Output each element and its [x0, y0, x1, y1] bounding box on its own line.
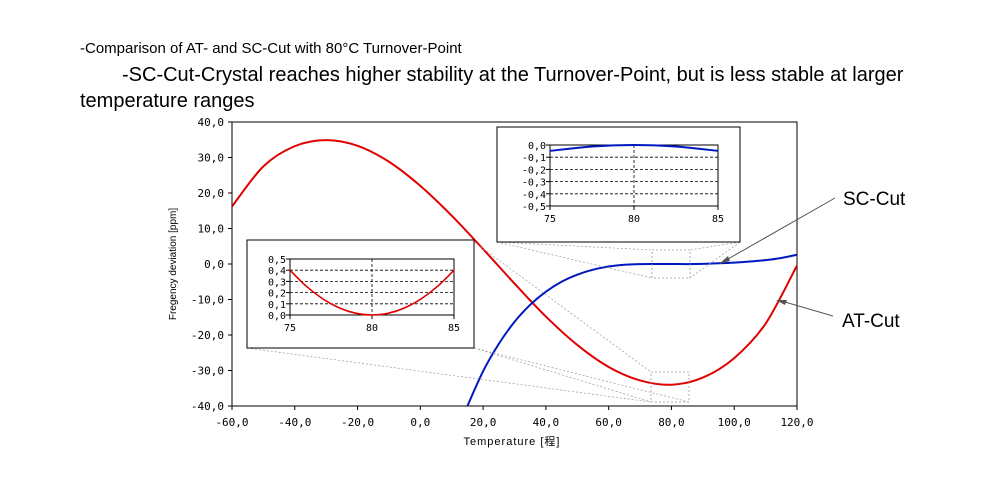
- y-tick-label: -30,0: [191, 365, 224, 378]
- at-inset-panel: [246, 239, 475, 349]
- main-x-axis-label: Temperature [程]: [464, 435, 561, 448]
- sc-cut-series-line: [466, 253, 797, 406]
- y-tick-label: -40,0: [191, 400, 224, 413]
- y-tick-label: 0,4: [268, 266, 286, 277]
- y-tick-label: 0,0: [528, 141, 546, 152]
- x-tick-label: 75: [544, 214, 556, 225]
- at-cut-series-line: [289, 269, 455, 316]
- at-cut-label: AT-Cut: [842, 311, 900, 332]
- x-tick-label: 85: [448, 323, 460, 334]
- x-tick-label: 120,0: [780, 416, 813, 429]
- y-tick-label: -0,5: [522, 202, 546, 213]
- y-tick-label: 40,0: [198, 116, 225, 129]
- at-inset-content: 75 80 85 0,50,40,30,20,10,0: [268, 255, 460, 334]
- main-axis-ticks: -60,0 -40,0 -20,0 0,0 20,0 40,0 60,0 80,0 100,0 1…: [191, 116, 814, 429]
- sc-inset-content: 75 80 85 0,0-0,1-0,2 -0,3-0,4-0,5: [522, 141, 724, 225]
- x-tick-label: 100,0: [718, 416, 751, 429]
- x-tick-label: -40,0: [278, 416, 311, 429]
- y-tick-label: -0,3: [522, 178, 546, 189]
- x-tick-label: 80,0: [658, 416, 685, 429]
- sc-arrow-head-icon: [719, 256, 730, 264]
- x-tick-label: -60,0: [215, 416, 248, 429]
- x-tick-label: 85: [712, 214, 724, 225]
- y-tick-label: -10,0: [191, 294, 224, 307]
- y-tick-label: 10,0: [198, 223, 225, 236]
- chart-subheading: -SC-Cut-Crystal reaches higher stability…: [80, 64, 904, 112]
- x-tick-label: 20,0: [470, 416, 497, 429]
- x-tick-label: 40,0: [533, 416, 560, 429]
- x-tick-label: 0,0: [410, 416, 430, 429]
- x-tick-label: -20,0: [341, 416, 374, 429]
- y-tick-label: 0,3: [268, 277, 286, 288]
- y-tick-label: -0,4: [522, 190, 546, 201]
- y-tick-label: -0,1: [522, 153, 546, 164]
- y-tick-label: -20,0: [191, 329, 224, 342]
- sc-cut-series-line: [549, 143, 719, 152]
- x-tick-label: 80: [628, 214, 640, 225]
- y-tick-label: 0,1: [268, 300, 286, 311]
- main-series: [232, 139, 797, 406]
- x-tick-label: 75: [284, 323, 296, 334]
- y-tick-label: 20,0: [198, 187, 225, 200]
- zoom-connectors: [246, 241, 741, 403]
- chart-heading: -Comparison of AT- and SC-Cut with 80°C …: [80, 40, 462, 57]
- y-tick-label: -0,2: [522, 165, 546, 176]
- x-tick-label: 60,0: [595, 416, 622, 429]
- x-tick-label: 80: [366, 323, 378, 334]
- at-arrow-head-icon: [776, 300, 787, 305]
- y-tick-label: 0,5: [268, 255, 286, 266]
- y-tick-label: 0,2: [268, 289, 286, 300]
- main-y-axis-label: Fregency deviation [ppm]: [168, 208, 179, 321]
- sc-cut-callout: SC-Cut: [719, 189, 906, 264]
- at-zoom-region: [650, 371, 690, 403]
- y-tick-label: 0,0: [204, 258, 224, 271]
- at-cut-series-line: [232, 139, 797, 386]
- y-tick-label: 30,0: [198, 152, 225, 165]
- y-tick-label: 0,0: [268, 311, 286, 322]
- sc-zoom-region: [651, 249, 691, 279]
- sc-cut-label: SC-Cut: [843, 189, 906, 210]
- at-cut-callout: AT-Cut: [776, 299, 900, 332]
